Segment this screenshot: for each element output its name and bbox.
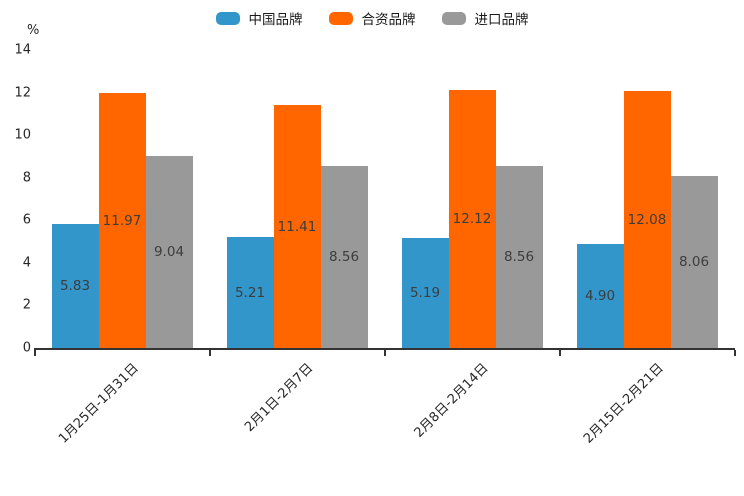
y-axis-unit-label: % [27, 23, 40, 38]
y-axis-tick-label: 10 [14, 127, 31, 143]
bar-value-label: 12.08 [627, 211, 667, 228]
legend-label: 进口品牌 [474, 12, 529, 28]
y-axis-tick-label: 6 [22, 212, 31, 228]
x-axis-line [34, 348, 735, 350]
bar-value-label: 11.41 [277, 218, 317, 235]
legend-swatch-icon [215, 11, 240, 25]
y-axis-tick-label: 4 [22, 255, 31, 271]
x-axis-tick-label: 2月1日-2月7日 [242, 360, 317, 435]
bar: 5.21 [226, 237, 274, 348]
bar: 5.83 [51, 224, 99, 348]
bar: 9.04 [145, 156, 193, 348]
y-axis-tick-label: 14 [14, 42, 31, 58]
legend-item: 中国品牌 [215, 8, 303, 28]
bar-value-label: 12.12 [452, 211, 492, 227]
bar-value-label: 8.56 [328, 249, 360, 265]
legend-label: 中国品牌 [248, 12, 303, 28]
x-axis-tick-label: 2月15日-2月21日 [580, 360, 667, 447]
legend: 中国品牌 合资品牌 进口品牌 [0, 8, 744, 28]
bar: 11.97 [98, 93, 146, 348]
x-axis-tick-mark [33, 350, 36, 356]
bar-value-label: 8.06 [678, 254, 710, 270]
bar: 8.56 [320, 166, 368, 348]
legend-item: 进口品牌 [441, 8, 529, 28]
legend-swatch-icon [441, 11, 466, 25]
bar: 4.90 [576, 244, 624, 348]
bar-value-label: 5.19 [409, 285, 441, 301]
bar: 8.06 [670, 176, 718, 348]
x-axis-tick-mark [733, 350, 736, 356]
bar: 12.12 [448, 90, 496, 348]
x-axis-tick-label: 1月25日-1月31日 [55, 360, 142, 447]
x-axis-tick-mark [558, 350, 561, 356]
y-axis-tick-label: 0 [22, 340, 31, 356]
legend-label: 合资品牌 [361, 12, 416, 28]
x-axis-tick-label: 2月8日-2月14日 [411, 360, 492, 441]
x-axis-tick-mark [383, 350, 386, 356]
bar: 5.19 [401, 238, 449, 348]
bar-value-label: 5.21 [234, 284, 266, 301]
bar-value-label: 11.97 [102, 212, 142, 229]
x-axis-tick-mark [208, 350, 211, 356]
bar-value-label: 9.04 [153, 244, 185, 260]
y-axis-tick-label: 2 [22, 297, 31, 313]
legend-item: 合资品牌 [328, 8, 416, 28]
bar: 11.41 [273, 105, 321, 348]
bar-value-label: 8.56 [503, 249, 535, 265]
y-axis-tick-label: 12 [14, 85, 31, 101]
legend-swatch-icon [328, 11, 353, 25]
bar: 8.56 [495, 166, 543, 348]
bar-value-label: 5.83 [59, 278, 91, 294]
bar: 12.08 [623, 91, 671, 348]
bar-value-label: 4.90 [584, 288, 616, 304]
y-axis-tick-label: 8 [22, 170, 31, 186]
